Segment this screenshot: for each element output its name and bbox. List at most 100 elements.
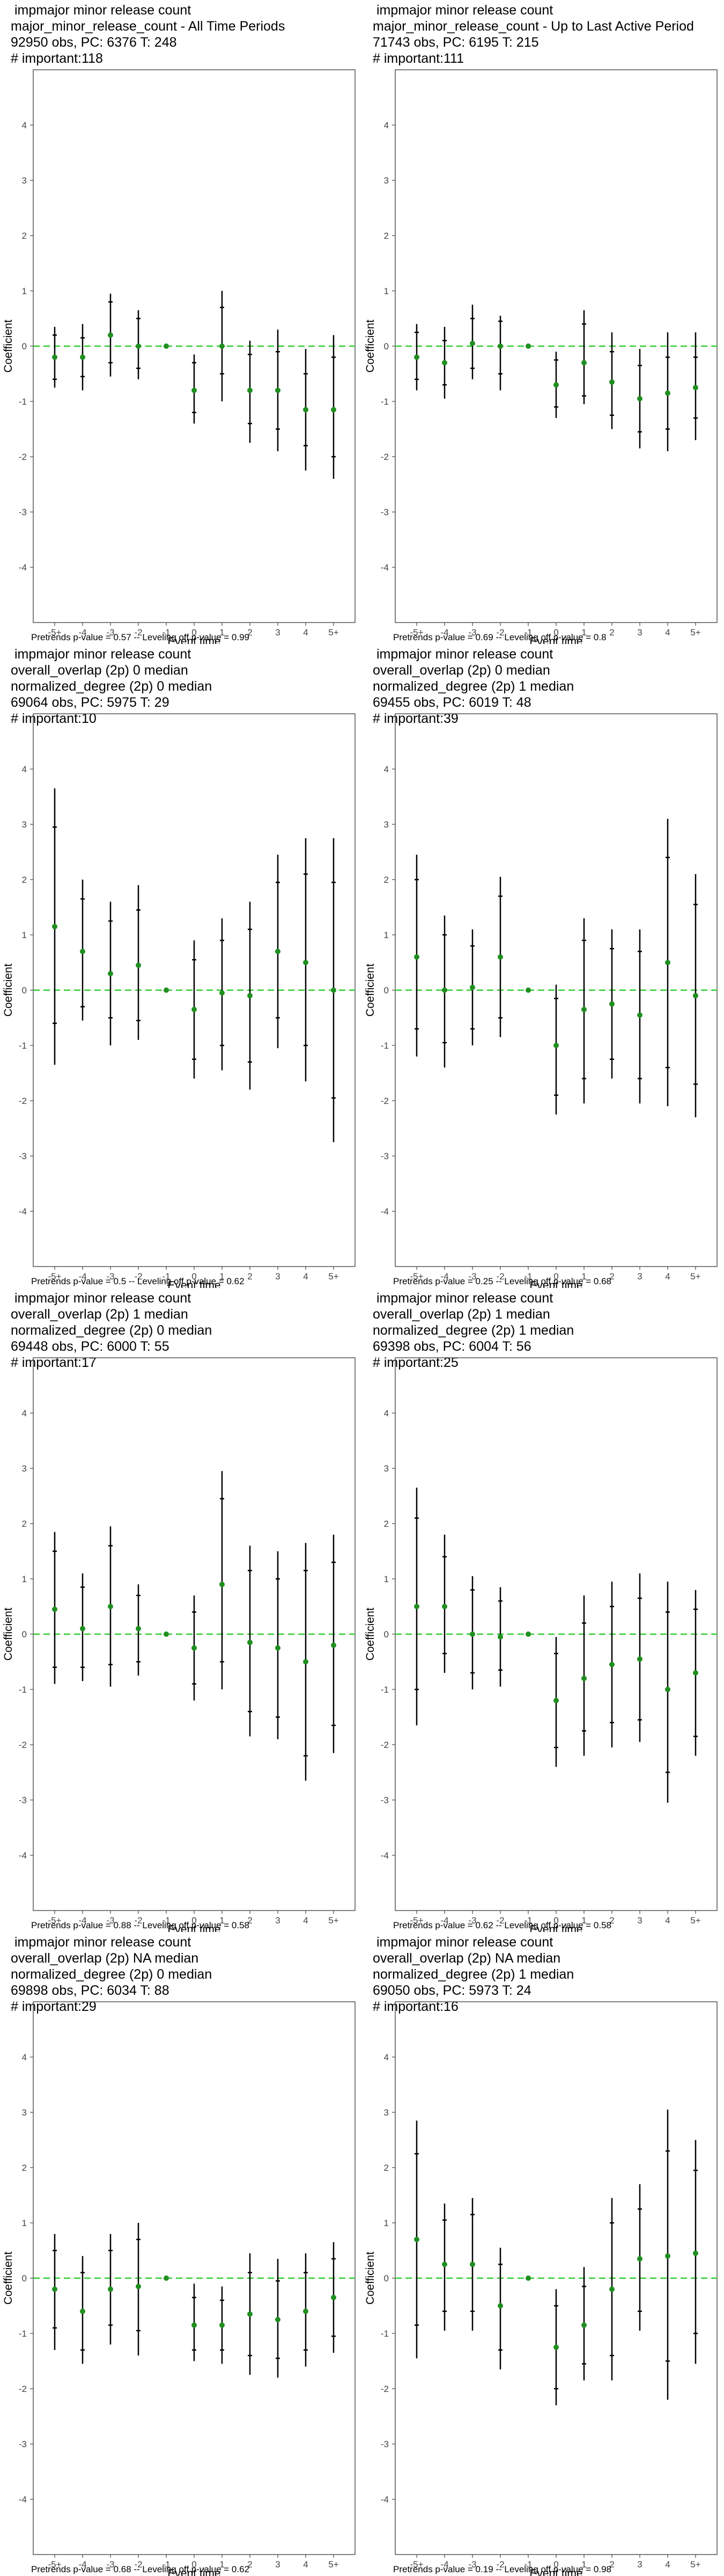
- y-tick-label: 3: [22, 175, 27, 186]
- y-tick-label: 2: [384, 875, 389, 885]
- x-tick-label: -3: [106, 2559, 114, 2570]
- x-tick-label: 4: [665, 627, 670, 638]
- x-tick-label: 1: [219, 2559, 224, 2570]
- chart-title-line: impmajor minor release count: [373, 647, 553, 662]
- chart-title-line: 69455 obs, PC: 6019 T: 48: [373, 695, 531, 710]
- coefficient-point: [303, 2308, 308, 2314]
- coefficient-point: [609, 1001, 615, 1007]
- x-tick-label: -3: [468, 627, 476, 638]
- chart-panel: impmajor minor release count overall_over…: [362, 1932, 724, 2576]
- x-tick-label: 0: [191, 627, 196, 638]
- x-tick-label: 1: [581, 627, 586, 638]
- x-tick-label: 5+: [690, 2559, 700, 2570]
- x-tick-label: -1: [524, 1915, 532, 1926]
- coefficient-point: [52, 2286, 57, 2292]
- coefficient-point: [442, 1604, 447, 1609]
- plot-svg: -4 -3 -2 -1 0 1 2 3 4 -5+ -4 -3 -2 -1 0 1 2 3 4 5+ Event tim…: [2, 69, 356, 644]
- y-tick-label: -2: [381, 1740, 389, 1750]
- y-tick-label: 0: [22, 985, 27, 996]
- y-tick-label: -2: [381, 452, 389, 462]
- x-tick-label: -2: [134, 1915, 142, 1926]
- coefficient-point: [609, 1662, 615, 1667]
- y-axis-label: Coefficient: [364, 963, 376, 1016]
- y-tick-label: -1: [381, 1685, 389, 1695]
- coefficient-point: [136, 962, 141, 968]
- chart-title-line: major_minor_release_count - Up to Last A…: [373, 19, 694, 34]
- chart-title: impmajor minor release count major_minor_…: [373, 2, 694, 67]
- x-tick-label: 0: [191, 2559, 196, 2570]
- x-tick-label: -1: [524, 627, 532, 638]
- chart-title: impmajor minor release count overall_over…: [11, 1290, 212, 1371]
- y-tick-label: 2: [384, 231, 389, 241]
- coefficient-point: [52, 1606, 57, 1612]
- coefficient-point: [247, 2311, 253, 2317]
- coefficient-point: [553, 2344, 559, 2350]
- chart-title-line: overall_overlap (2p) NA median: [11, 1951, 199, 1966]
- chart-title-line: 92950 obs, PC: 6376 T: 248: [11, 35, 177, 50]
- chart-title-line: impmajor minor release count: [11, 647, 191, 662]
- chart-title-line: normalized_degree (2p) 1 median: [373, 679, 574, 694]
- coefficient-point: [498, 2303, 503, 2309]
- x-tick-label: -3: [468, 1915, 476, 1926]
- coefficient-point: [442, 2262, 447, 2267]
- y-tick-label: -2: [19, 1740, 27, 1750]
- x-tick-label: 2: [247, 1915, 252, 1926]
- coefficient-point: [609, 2286, 615, 2292]
- plot-frame: [33, 69, 356, 623]
- coefficient-point: [526, 1631, 531, 1637]
- coefficient-point: [693, 2250, 698, 2256]
- y-tick-label: 4: [384, 120, 389, 130]
- pvalue-footer: Pretrends p-value = 0.19 -- Leveling off…: [393, 2564, 611, 2574]
- x-tick-label: -1: [524, 2559, 532, 2570]
- coefficient-point: [219, 343, 225, 349]
- y-tick-label: 3: [384, 819, 389, 830]
- x-tick-label: 1: [581, 1271, 586, 1282]
- chart-panel: impmajor minor release count major_minor_…: [362, 0, 724, 644]
- x-tick-label: 2: [247, 2559, 252, 2570]
- y-tick-label: -4: [381, 2494, 389, 2505]
- y-axis-label: Coefficient: [2, 963, 14, 1016]
- x-tick-label: 5+: [690, 1915, 700, 1926]
- coefficient-point: [303, 1659, 308, 1665]
- y-tick-label: 1: [22, 1574, 27, 1584]
- y-tick-label: -1: [19, 1041, 27, 1051]
- chart-panel: impmajor minor release count overall_over…: [362, 1288, 724, 1932]
- y-tick-label: 1: [384, 930, 389, 940]
- pvalue-footer: Pretrends p-value = 0.88 -- Leveling off…: [31, 1920, 249, 1930]
- plot-frame: [395, 69, 718, 623]
- chart-title-line: normalized_degree (2p) 1 median: [373, 1323, 574, 1338]
- plot-frame: [395, 1357, 718, 1911]
- coefficient-point: [108, 971, 113, 977]
- chart-title-line: overall_overlap (2p) 1 median: [373, 1307, 550, 1322]
- x-tick-label: -5+: [410, 1271, 423, 1282]
- coefficient-point: [637, 1656, 642, 1662]
- chart-title-line: impmajor minor release count: [373, 1291, 553, 1306]
- y-tick-label: -1: [381, 2329, 389, 2339]
- x-tick-label: 0: [553, 2559, 558, 2570]
- coefficient-point: [581, 2322, 587, 2328]
- x-tick-label: 3: [275, 1915, 280, 1926]
- x-tick-label: 4: [665, 2559, 670, 2570]
- y-tick-label: -2: [381, 2384, 389, 2394]
- coefficient-point: [303, 407, 308, 413]
- x-tick-label: -5+: [410, 627, 423, 638]
- chart-title-line: overall_overlap (2p) 0 median: [373, 663, 550, 678]
- chart-title-line: 69398 obs, PC: 6004 T: 56: [373, 1339, 531, 1354]
- x-tick-label: 2: [609, 2559, 614, 2570]
- x-tick-label: 4: [665, 1915, 670, 1926]
- x-tick-label: -4: [78, 1915, 86, 1926]
- y-tick-label: 0: [384, 985, 389, 996]
- coefficient-point: [581, 1675, 587, 1681]
- chart-title: impmajor minor release count overall_over…: [373, 646, 574, 727]
- y-tick-label: -3: [381, 507, 389, 517]
- x-tick-label: 0: [553, 1271, 558, 1282]
- y-tick-label: 1: [22, 286, 27, 296]
- chart-title-line: overall_overlap (2p) NA median: [373, 1951, 561, 1966]
- plot-svg: -4 -3 -2 -1 0 1 2 3 4 -5+ -4 -3 -2 -1 0 1 2 3 4 5+ Event tim…: [364, 2001, 718, 2576]
- chart-title-line: normalized_degree (2p) 0 median: [11, 1323, 212, 1338]
- coefficient-point: [414, 2236, 419, 2242]
- chart-panel: impmajor minor release count overall_over…: [0, 1288, 362, 1932]
- x-tick-label: 3: [637, 2559, 642, 2570]
- y-axis-label: Coefficient: [2, 1607, 14, 1660]
- x-tick-label: 3: [637, 1271, 642, 1282]
